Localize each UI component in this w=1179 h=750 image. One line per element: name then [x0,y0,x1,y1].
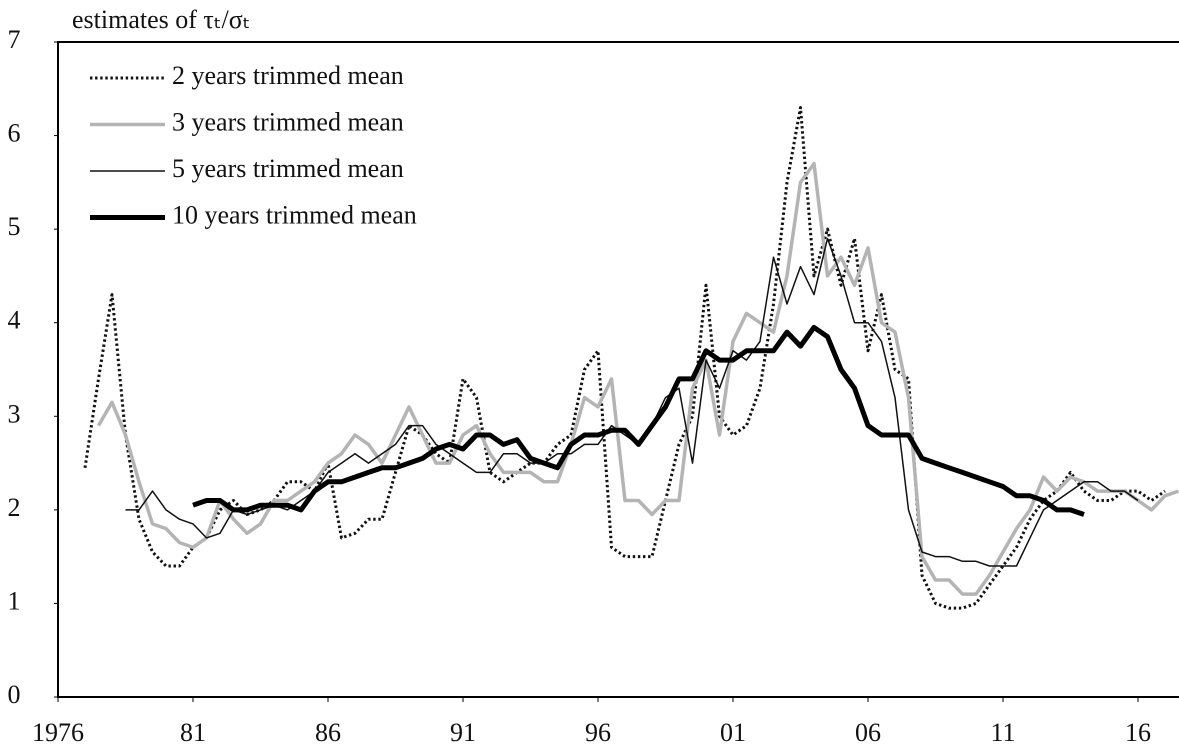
series-line [96,161,1179,596]
y-axis-label: estimates of τₜ/σₜ [72,5,250,34]
y-tick-label: 2 [8,493,21,522]
y-tick-label: 7 [8,25,21,54]
y-tick-label: 6 [8,119,21,148]
legend-label: 2 years trimmed mean [172,61,404,90]
x-tick-label: 01 [720,718,746,747]
x-tick-label: 11 [990,718,1015,747]
y-tick-label: 1 [8,586,21,615]
plot-frame [57,41,1179,698]
x-tick-label: 81 [180,718,206,747]
x-tick-label: 91 [450,718,476,747]
series-line [125,237,1139,567]
y-tick-label: 3 [8,399,21,428]
legend-label: 5 years trimmed mean [172,154,404,183]
legend-label: 10 years trimmed mean [172,200,417,229]
y-tick-label: 4 [8,306,21,335]
x-tick-label: 96 [585,718,611,747]
y-tick-label: 0 [8,680,21,709]
x-tick-label: 1976 [32,718,84,747]
x-tick-label: 16 [1125,718,1151,747]
x-tick-label: 06 [855,718,881,747]
legend-label: 3 years trimmed mean [172,107,404,136]
y-tick-label: 5 [8,212,21,241]
x-tick-label: 86 [315,718,341,747]
series-line [192,324,1085,517]
